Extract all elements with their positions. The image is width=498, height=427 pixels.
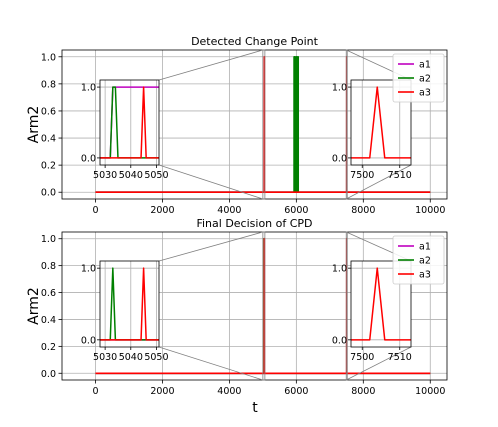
inset-y-tick-label: 0.0 [81, 335, 96, 346]
inset-x-tick-label: 7510 [388, 352, 412, 363]
plot-frame [61, 49, 448, 200]
y-axis-label: Arm2 [26, 106, 42, 144]
inset-frame [350, 260, 412, 348]
inset-series-line-a3 [351, 267, 411, 341]
legend-entry-a1: a1 [419, 242, 431, 253]
inset-y-tick-label: 1.0 [81, 83, 96, 94]
zoom-connector-line [346, 164, 412, 200]
x-tick-label: 4000 [217, 386, 241, 397]
y-tick-label: 1.0 [41, 234, 56, 245]
series-line-a2 [95, 55, 431, 194]
legend-entry-a1: a1 [419, 60, 431, 71]
y-tick-label: 0.2 [41, 161, 56, 172]
x-tick-label: 2000 [150, 386, 174, 397]
chart-title: Final Decision of CPD [196, 217, 312, 230]
inset-y-tick-label: 1.0 [332, 264, 347, 275]
x-tick-label: 8000 [351, 386, 375, 397]
inset-background [100, 261, 159, 347]
legend-box [392, 235, 445, 285]
inset-y-tick-label: 1.0 [81, 264, 96, 275]
x-tick-label: 6000 [284, 386, 308, 397]
chart-title: Detected Change Point [191, 35, 319, 48]
inset-x-tick-label: 5050 [144, 170, 168, 181]
inset-y-tick-label: 0.0 [81, 153, 96, 164]
zoom-region-box [262, 231, 266, 381]
legend: a1 a2 a3 [392, 53, 445, 103]
inset-x-tick-label: 5040 [119, 352, 143, 363]
plot-frame [61, 231, 448, 381]
inset-x-tick-label: 5040 [119, 170, 143, 181]
inset-x-tick-label: 5030 [93, 352, 117, 363]
legend-entry-a3: a3 [419, 270, 431, 281]
inset-y-tick-label: 0.0 [332, 335, 347, 346]
y-tick-label: 0.8 [41, 79, 56, 90]
y-tick-label: 0.4 [41, 315, 56, 326]
x-axis-label: t [252, 400, 258, 416]
x-tick-label: 0 [92, 386, 98, 397]
y-tick-label: 0.6 [41, 288, 56, 299]
series-line-a3 [95, 237, 431, 375]
zoom-connector-line [158, 49, 263, 81]
inset-series-line-a3 [351, 86, 411, 159]
series-line-a3 [95, 55, 431, 194]
zoom-connector-line [158, 164, 263, 200]
legend-box [392, 53, 445, 103]
x-tick-label: 10000 [415, 205, 445, 216]
x-tick-label: 2000 [150, 205, 174, 216]
inset-x-tick-label: 7500 [350, 170, 374, 181]
x-tick-label: 6000 [284, 205, 308, 216]
inset-1: 5030 5040 5050 0.0 1.0 [81, 49, 266, 200]
inset-frame [350, 79, 412, 166]
inset-x-tick-label: 7500 [350, 352, 374, 363]
y-tick-label: 0.4 [41, 134, 56, 145]
chart-panel-2: 0 2000 4000 6000 8000 10000 0.0 0.2 0.4 0.6 0.8 1.0… [26, 217, 448, 397]
x-tick-label: 8000 [351, 205, 375, 216]
y-tick-label: 1.0 [41, 52, 56, 63]
inset-x-tick-label: 5030 [93, 170, 117, 181]
inset-background [100, 80, 159, 165]
legend: a1 a2 a3 [392, 235, 445, 285]
y-axis-label: Arm2 [26, 287, 42, 325]
inset-series-line-a3 [100, 86, 159, 159]
inset-x-tick-label: 7510 [388, 170, 412, 181]
inset-y-tick-label: 1.0 [332, 83, 347, 94]
inset-1: 5030 5040 5050 0.0 1.0 [81, 231, 266, 381]
legend-entry-a2: a2 [419, 256, 431, 267]
chart-panel-1: 0 2000 4000 6000 8000 10000 0.0 0.2 0.4 0.6 0.8 1.0… [26, 35, 448, 216]
zoom-connector-line [158, 231, 263, 262]
legend-entry-a2: a2 [419, 74, 431, 85]
inset-series-line-a3 [100, 267, 159, 341]
y-tick-label: 0.0 [41, 369, 56, 380]
y-tick-label: 0.2 [41, 342, 56, 353]
inset-frame [99, 79, 160, 166]
zoom-connector-line [158, 346, 263, 381]
y-tick-label: 0.0 [41, 188, 56, 199]
y-tick-label: 0.6 [41, 106, 56, 117]
zoom-connector-line [346, 346, 412, 381]
legend-entry-a3: a3 [419, 88, 431, 99]
inset-x-tick-label: 5050 [144, 352, 168, 363]
zoom-region-box [262, 49, 266, 200]
x-tick-label: 4000 [217, 205, 241, 216]
inset-frame [99, 260, 160, 348]
x-tick-label: 0 [92, 205, 98, 216]
inset-y-tick-label: 0.0 [332, 153, 347, 164]
x-tick-label: 10000 [415, 386, 445, 397]
y-tick-label: 0.8 [41, 261, 56, 272]
